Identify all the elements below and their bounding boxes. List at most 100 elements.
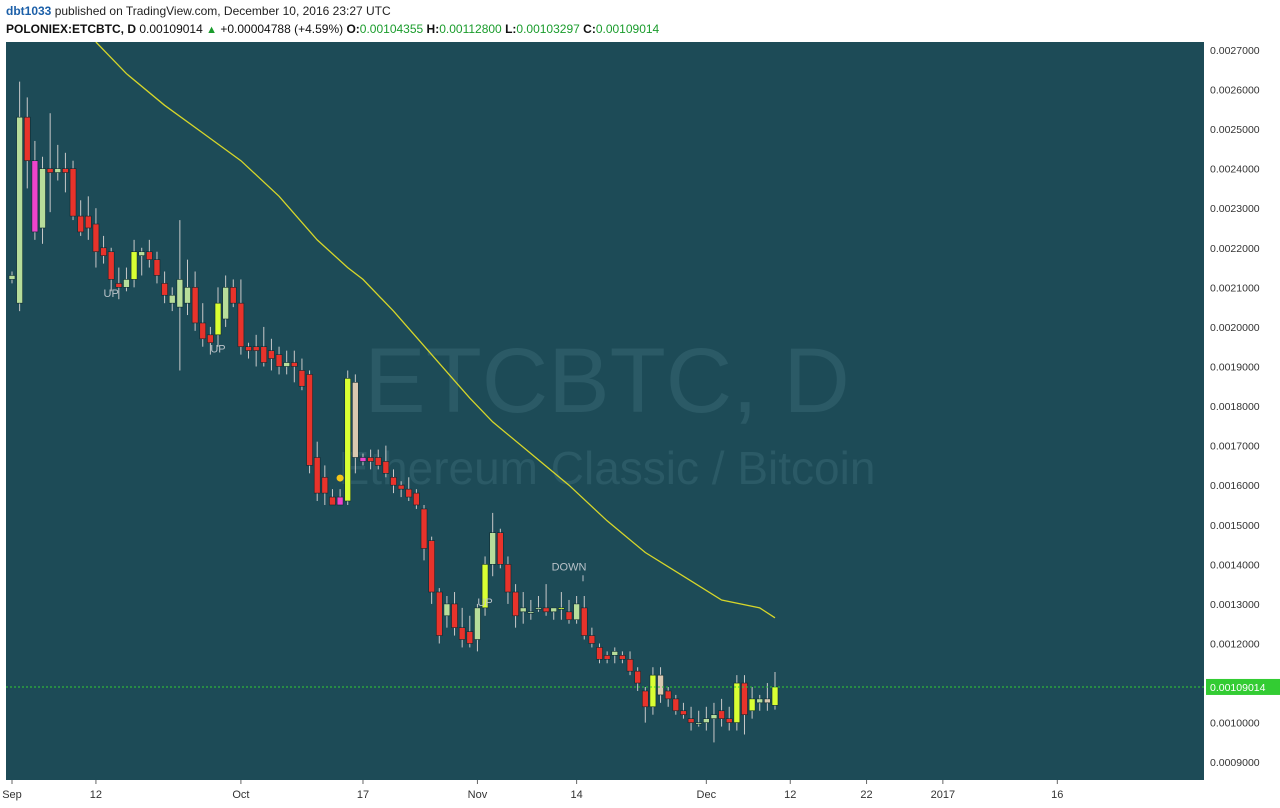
candle-body bbox=[321, 476, 329, 494]
time-tick: 12 bbox=[784, 789, 796, 801]
price-tick: 0.0017000 bbox=[1210, 441, 1260, 453]
candle bbox=[588, 627, 596, 648]
candle-body bbox=[115, 283, 123, 288]
candle-body bbox=[46, 168, 54, 173]
candlestick-chart[interactable]: ETCBTC, D Ethereum Classic / Bitcoin UP U… bbox=[0, 42, 1280, 808]
candle bbox=[565, 599, 573, 624]
candle-body bbox=[733, 682, 741, 723]
watermark-description: Ethereum Classic / Bitcoin bbox=[339, 442, 876, 494]
candle bbox=[207, 326, 214, 355]
candle bbox=[176, 220, 184, 371]
candle-body bbox=[497, 532, 504, 565]
candle bbox=[46, 113, 54, 213]
candle-body bbox=[382, 461, 390, 474]
candle-body bbox=[69, 168, 77, 217]
candle-body bbox=[611, 651, 619, 656]
candle bbox=[382, 445, 390, 478]
time-tick: Sep bbox=[2, 789, 22, 801]
triangle-up-icon: ▲ bbox=[206, 24, 217, 36]
last-price-badge: 0.00109014 bbox=[1206, 678, 1280, 695]
candle-body bbox=[695, 722, 703, 725]
candle bbox=[619, 651, 626, 664]
candle bbox=[306, 370, 313, 474]
candle bbox=[268, 338, 275, 371]
open-value: 0.00104355 bbox=[359, 22, 424, 36]
candle bbox=[344, 370, 352, 505]
candle bbox=[23, 97, 31, 189]
candle bbox=[764, 683, 771, 711]
candle bbox=[16, 81, 23, 312]
time-tick: Oct bbox=[232, 789, 249, 801]
candle bbox=[260, 326, 268, 367]
candle-body bbox=[344, 378, 352, 502]
candle bbox=[298, 358, 306, 391]
candle bbox=[695, 710, 703, 727]
high-label: H: bbox=[426, 22, 440, 36]
candle bbox=[191, 271, 199, 331]
candle-body bbox=[367, 457, 374, 462]
candle-body bbox=[54, 168, 62, 173]
signal-label: UP bbox=[104, 288, 119, 300]
change-value: +0.00004788 (+4.59%) bbox=[220, 22, 344, 36]
candle-body bbox=[573, 603, 580, 621]
candle-body bbox=[588, 635, 596, 644]
candle bbox=[237, 279, 245, 355]
candle bbox=[435, 588, 443, 644]
price-tick: 0.0013000 bbox=[1210, 599, 1260, 611]
candle-body bbox=[291, 362, 298, 367]
time-tick: 12 bbox=[90, 789, 102, 801]
candle bbox=[54, 144, 62, 181]
candle-body bbox=[596, 647, 603, 660]
candle bbox=[611, 647, 619, 664]
signal-label: DOWN bbox=[552, 561, 587, 573]
candle-body bbox=[718, 710, 725, 719]
candle-body bbox=[641, 690, 649, 708]
candle bbox=[428, 536, 435, 604]
candle bbox=[741, 675, 748, 735]
symbol-label[interactable]: POLONIEX:ETCBTC, D bbox=[6, 22, 137, 36]
candle bbox=[329, 489, 336, 506]
candle bbox=[649, 667, 657, 715]
price-tick: 0.0009000 bbox=[1210, 757, 1260, 769]
price-tick: 0.0025000 bbox=[1210, 124, 1260, 136]
watermark-symbol: ETCBTC, D bbox=[364, 330, 850, 432]
candle bbox=[229, 279, 237, 308]
author-link[interactable]: dbt1033 bbox=[6, 4, 52, 18]
candle-body bbox=[199, 322, 207, 340]
candle bbox=[687, 706, 695, 731]
candle-body bbox=[741, 682, 748, 716]
candle-body bbox=[123, 279, 130, 288]
candle-body bbox=[725, 718, 733, 723]
time-tick: Nov bbox=[468, 789, 488, 801]
candle bbox=[336, 489, 344, 506]
signal-label: UP bbox=[477, 597, 492, 609]
price-tick: 0.0015000 bbox=[1210, 520, 1260, 532]
signal-label: UP bbox=[210, 344, 225, 356]
candle bbox=[466, 615, 474, 648]
candle bbox=[664, 687, 672, 707]
candle-body bbox=[390, 476, 397, 486]
candle bbox=[672, 694, 680, 715]
price-tick: 0.0014000 bbox=[1210, 559, 1260, 571]
candle-body bbox=[626, 659, 634, 672]
candle-body bbox=[62, 168, 69, 173]
price-tick: 0.0024000 bbox=[1210, 164, 1260, 176]
candle-body bbox=[527, 611, 535, 614]
candle bbox=[550, 607, 558, 620]
candle bbox=[657, 667, 664, 703]
candle-body bbox=[771, 686, 779, 706]
candle-body bbox=[260, 346, 268, 363]
time-axis[interactable] bbox=[0, 780, 1204, 808]
candle-body bbox=[657, 674, 664, 696]
candle-body bbox=[504, 564, 512, 593]
candle bbox=[374, 449, 382, 470]
left-margin bbox=[0, 42, 6, 780]
last-price: 0.00109014 bbox=[139, 22, 203, 36]
candle bbox=[69, 160, 77, 221]
candle-body bbox=[458, 627, 466, 640]
candle-body bbox=[222, 287, 229, 320]
candle bbox=[718, 698, 725, 727]
candle-body bbox=[184, 287, 191, 304]
candle bbox=[573, 595, 580, 624]
candle bbox=[8, 271, 16, 284]
